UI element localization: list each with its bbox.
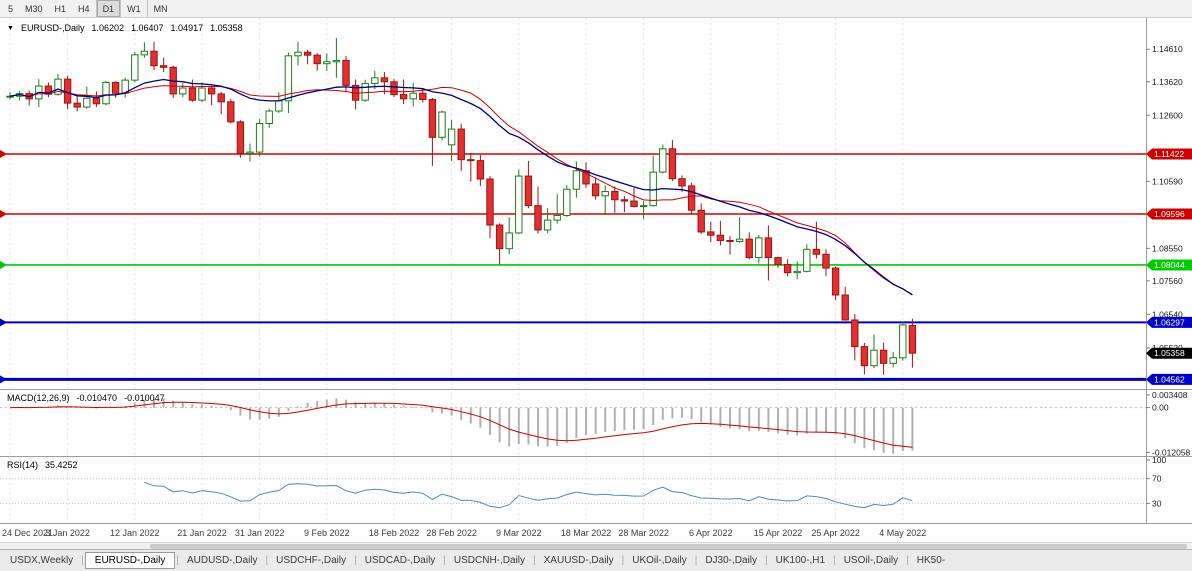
svg-text:4 May 2022: 4 May 2022 — [879, 528, 926, 538]
price-tag: 1.05358 — [1146, 347, 1192, 359]
price-tag: 1.09596 — [1146, 208, 1192, 220]
chart-tab-uk100-h1[interactable]: UK100-,H1 — [775, 555, 826, 566]
svg-text:1.12600: 1.12600 — [1152, 110, 1183, 120]
rsi-panel — [0, 478, 1146, 509]
svg-text:3 Jan 2022: 3 Jan 2022 — [45, 528, 90, 538]
chart-tab-usoil-daily[interactable]: USOil-,Daily — [843, 555, 899, 566]
timeframe-button-w1[interactable]: W1 — [120, 0, 147, 17]
chart-tab-dj30-daily[interactable]: DJ30-,Daily — [705, 555, 758, 566]
macd-panel — [0, 398, 1146, 454]
timeframe-button-m30[interactable]: M30 — [25, 3, 43, 14]
line-left-arrow-icon — [0, 375, 7, 384]
svg-text:1.06540: 1.06540 — [1152, 309, 1183, 319]
svg-text:100: 100 — [1152, 455, 1166, 465]
tab-divider: | — [906, 555, 909, 566]
chart-tab-audusd-daily[interactable]: AUDUSD-,Daily — [186, 555, 258, 566]
macd-signal-line — [9, 401, 913, 448]
svg-text:12 Jan 2022: 12 Jan 2022 — [110, 528, 160, 538]
price-tag: 1.08044 — [1146, 259, 1192, 271]
candlestick-series — [6, 38, 917, 375]
macd-histogram — [18, 398, 914, 454]
svg-text:30: 30 — [1152, 498, 1162, 508]
tab-divider: | — [533, 555, 536, 566]
line-left-arrow-icon — [0, 149, 7, 158]
svg-text:18 Feb 2022: 18 Feb 2022 — [369, 528, 420, 538]
svg-text:1.10590: 1.10590 — [1152, 176, 1183, 186]
scrollbar-thumb[interactable] — [150, 544, 1187, 549]
chart-tab-hk50-[interactable]: HK50- — [916, 555, 946, 566]
timeframe-toolbar: 5 M30 H1 H4 D1 W1 MN — [0, 0, 1192, 18]
price-tag: 1.04562 — [1146, 373, 1192, 385]
timeframe-button-5[interactable]: 5 — [8, 3, 14, 14]
timeframe-button-h1[interactable]: H1 — [54, 3, 67, 14]
tab-divider: | — [765, 555, 768, 566]
svg-text:1.07560: 1.07560 — [1152, 276, 1183, 286]
horizontal-level-line[interactable] — [0, 149, 1146, 158]
svg-text:1.06297: 1.06297 — [1154, 317, 1185, 327]
chart-tab-usdcad-daily[interactable]: USDCAD-,Daily — [364, 555, 436, 566]
svg-text:9 Feb 2022: 9 Feb 2022 — [304, 528, 350, 538]
tab-divider: | — [354, 555, 357, 566]
horizontal-level-line[interactable] — [0, 318, 1146, 327]
chart-tab-xauusd-daily[interactable]: XAUUSD-,Daily — [543, 555, 614, 566]
line-left-arrow-icon — [0, 260, 7, 269]
tab-divider: | — [443, 555, 446, 566]
chart-tab-eurusd-daily[interactable]: EURUSD-,Daily — [84, 552, 176, 569]
svg-text:24 Dec 2021: 24 Dec 2021 — [2, 528, 53, 538]
svg-text:1.09596: 1.09596 — [1154, 209, 1185, 219]
svg-text:1.08550: 1.08550 — [1152, 243, 1183, 253]
line-left-arrow-icon — [0, 209, 7, 218]
timeframe-button-h4[interactable]: H4 — [78, 3, 90, 14]
svg-text:70: 70 — [1152, 474, 1162, 484]
svg-text:0.003408: 0.003408 — [1152, 390, 1188, 400]
line-left-arrow-icon — [0, 318, 7, 327]
svg-text:9 Mar 2022: 9 Mar 2022 — [496, 528, 542, 538]
ma-fast-line — [9, 85, 913, 295]
svg-text:25 Apr 2022: 25 Apr 2022 — [811, 528, 860, 538]
svg-text:28 Mar 2022: 28 Mar 2022 — [618, 528, 669, 538]
svg-text:18 Mar 2022: 18 Mar 2022 — [561, 528, 612, 538]
svg-text:1.05358: 1.05358 — [1154, 348, 1185, 358]
svg-text:21 Jan 2022: 21 Jan 2022 — [177, 528, 227, 538]
svg-text:31 Jan 2022: 31 Jan 2022 — [235, 528, 285, 538]
tab-divider: | — [833, 555, 836, 566]
svg-text:1.04562: 1.04562 — [1154, 374, 1185, 384]
chart-tabs-bar: USDX,Weekly | EURUSD-,Daily | AUDUSD-,Daily |… — [0, 549, 1192, 571]
chart-tab-ukoil-daily[interactable]: UKOil-,Daily — [632, 555, 687, 566]
chevron-down-icon[interactable]: ▼ — [7, 24, 14, 32]
svg-text:-0.012058: -0.012058 — [1152, 447, 1191, 457]
chart-area: 1.14610 1.13620 1.12600 1.10590 1.08550 1.075… — [0, 18, 1192, 542]
price-tag: 1.11422 — [1146, 148, 1192, 160]
tab-divider: | — [694, 555, 698, 566]
horizontal-level-line[interactable] — [0, 260, 1146, 269]
tab-divider: | — [621, 555, 625, 566]
chart-tab-usdchf-daily[interactable]: USDCHF-,Daily — [276, 555, 347, 566]
tab-divider: | — [81, 555, 84, 566]
svg-text:0.00: 0.00 — [1152, 403, 1169, 413]
horizontal-scrollbar[interactable] — [0, 542, 1192, 549]
timeframe-button-d1[interactable]: D1 — [95, 0, 121, 17]
svg-text:1.13620: 1.13620 — [1152, 77, 1183, 87]
ma-slow-line — [9, 78, 913, 296]
svg-text:1.08044: 1.08044 — [1154, 260, 1185, 270]
svg-text:6 Apr 2022: 6 Apr 2022 — [689, 528, 733, 538]
horizontal-level-line[interactable] — [0, 209, 1146, 218]
price-chart: 1.14610 1.13620 1.12600 1.10590 1.08550 1.075… — [0, 18, 1192, 538]
rsi-line — [144, 481, 913, 509]
price-tag: 1.06297 — [1146, 316, 1192, 328]
chart-tab-usdx-weekly[interactable]: USDX,Weekly — [10, 555, 74, 566]
tab-divider: | — [265, 555, 269, 566]
svg-text:28 Feb 2022: 28 Feb 2022 — [426, 528, 477, 538]
svg-text:15 Apr 2022: 15 Apr 2022 — [754, 528, 803, 538]
price-axis: 1.14610 1.13620 1.12600 1.10590 1.08550 1.075… — [1146, 44, 1191, 508]
timeframe-button-mn[interactable]: MN — [146, 0, 174, 17]
chart-tab-usdcnh-daily[interactable]: USDCNH-,Daily — [453, 555, 526, 566]
horizontal-level-line[interactable] — [0, 375, 1146, 384]
svg-text:1.14610: 1.14610 — [1152, 44, 1183, 54]
svg-text:1.11422: 1.11422 — [1154, 149, 1184, 159]
tab-divider: | — [176, 555, 179, 566]
